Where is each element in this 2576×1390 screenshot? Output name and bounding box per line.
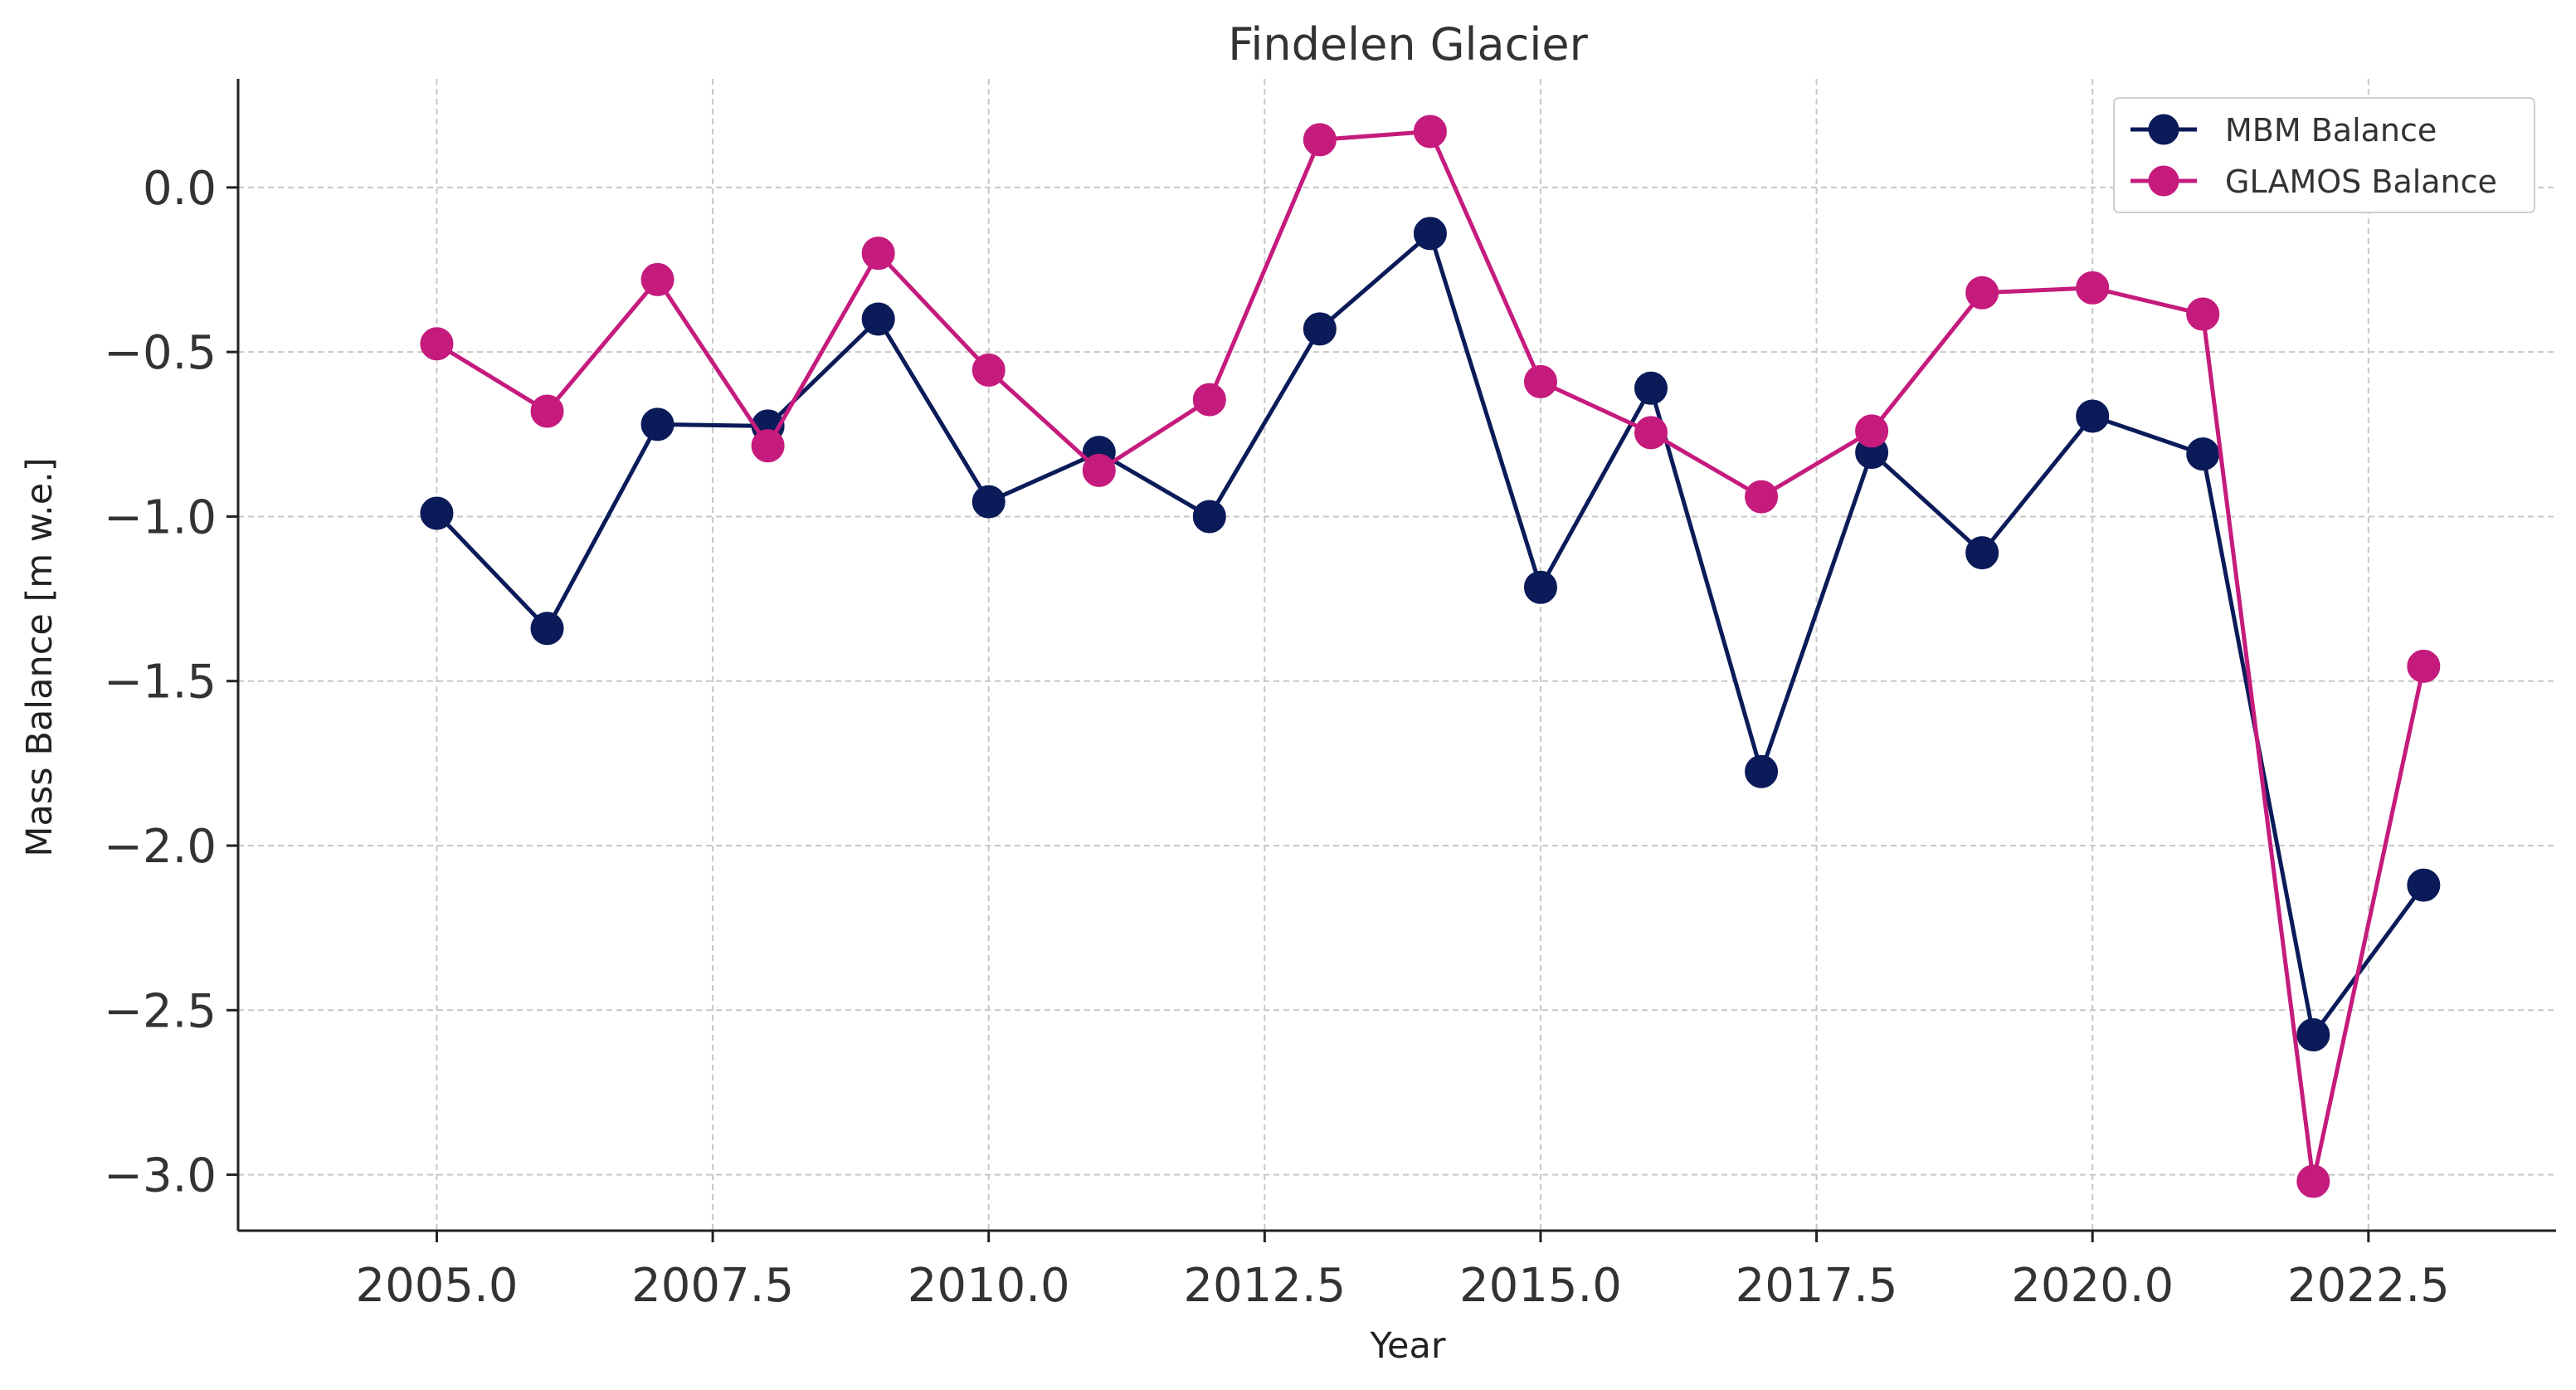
data-point [1634, 416, 1668, 450]
data-point [971, 485, 1006, 519]
data-point [2076, 271, 2110, 305]
data-point [861, 237, 895, 271]
data-point [861, 302, 895, 336]
data-point [530, 394, 564, 428]
y-tick-label: −0.5 [104, 326, 217, 380]
data-point [1855, 414, 1889, 448]
data-point [2296, 1164, 2330, 1198]
chart-title: Findelen Glacier [1228, 18, 1588, 71]
data-point [1523, 570, 1557, 604]
data-point [420, 496, 454, 530]
data-point [530, 612, 564, 646]
data-point [1192, 383, 1226, 417]
series-layer [420, 115, 2441, 1198]
data-point [420, 327, 454, 361]
x-axis-label: Year [1369, 1325, 1445, 1367]
legend-marker-glamos [2148, 165, 2179, 197]
data-point [1745, 480, 1779, 514]
data-point [2186, 297, 2220, 331]
data-point [1303, 312, 1337, 346]
data-point [1413, 217, 1447, 251]
data-point [1082, 453, 1116, 487]
axis-layer [236, 79, 2556, 1232]
data-point [2186, 437, 2220, 471]
data-point [1413, 115, 1447, 149]
data-point [2407, 649, 2441, 683]
y-tick-label: −3.0 [104, 1149, 217, 1203]
legend-marker-mbm [2148, 114, 2179, 145]
data-point [640, 407, 674, 441]
data-point [751, 429, 785, 463]
y-axis-label: Mass Balance [m w.e.] [19, 457, 61, 856]
series-line [434, 231, 2426, 1037]
legend-item-glamos: GLAMOS Balance [2130, 163, 2497, 200]
data-point [2296, 1018, 2330, 1052]
y-tick-label: −2.0 [104, 820, 217, 874]
legend-item-mbm: MBM Balance [2130, 112, 2437, 149]
x-tick-label: 2007.5 [631, 1259, 794, 1313]
y-tick-label: −1.0 [104, 490, 217, 544]
legend-box [2113, 97, 2535, 213]
legend: MBM Balance GLAMOS Balance [2113, 97, 2535, 213]
series-glamos-balance [420, 115, 2441, 1198]
data-point [2407, 868, 2441, 902]
x-tick-label: 2015.0 [1459, 1259, 1622, 1313]
series-line [434, 129, 2426, 1184]
x-tick-label: 2022.5 [2287, 1259, 2450, 1313]
data-point [1634, 371, 1668, 405]
x-tick-label: 2005.0 [356, 1259, 519, 1313]
y-tick-label: 0.0 [143, 162, 217, 216]
grid-layer [238, 79, 2556, 1231]
data-point [1303, 123, 1337, 157]
data-point [1745, 754, 1779, 788]
data-point [1965, 536, 1999, 570]
x-tick-label: 2012.5 [1183, 1259, 1346, 1313]
data-point [2076, 399, 2110, 433]
data-point [1965, 276, 1999, 310]
y-tick-label: −1.5 [104, 656, 217, 710]
x-tick-label: 2020.0 [2011, 1259, 2174, 1313]
tick-layer: 2005.0 2007.5 2010.0 2012.5 2015.0 2017.5 2020… [104, 162, 2450, 1313]
x-tick-label: 2010.0 [908, 1259, 1070, 1313]
y-tick-label: −2.5 [104, 984, 217, 1038]
data-point [1523, 364, 1557, 398]
data-point [1192, 500, 1226, 534]
series-mbm-balance [420, 217, 2441, 1052]
data-point [640, 262, 674, 296]
legend-label-glamos: GLAMOS Balance [2225, 163, 2497, 200]
legend-label-mbm: MBM Balance [2225, 112, 2437, 149]
x-tick-label: 2017.5 [1736, 1259, 1898, 1313]
data-point [971, 353, 1006, 387]
